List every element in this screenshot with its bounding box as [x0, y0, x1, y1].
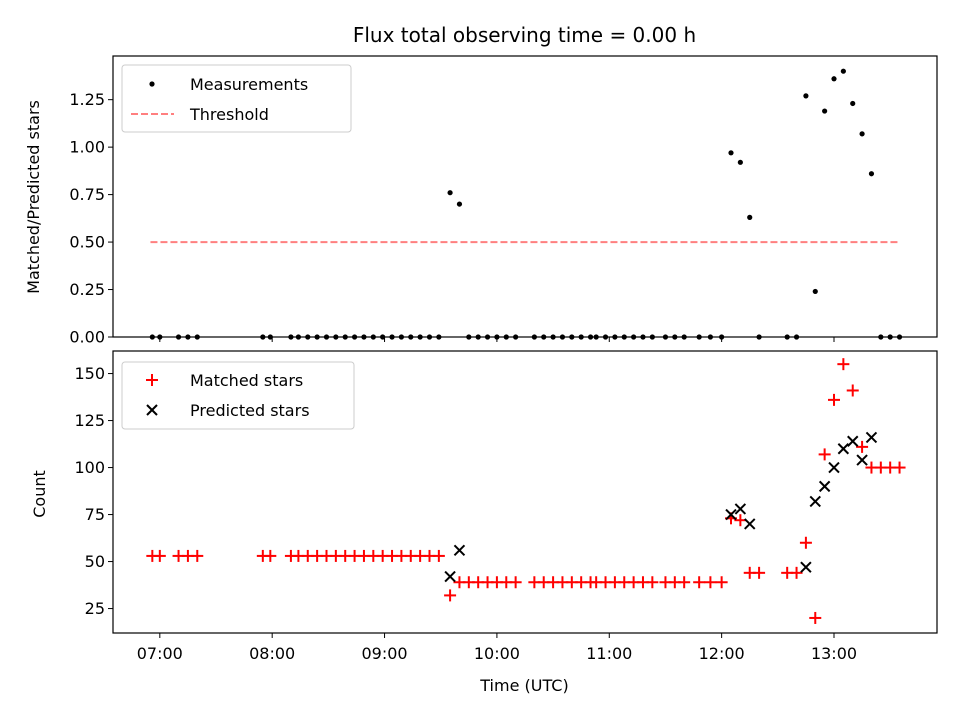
measurement-point — [859, 131, 865, 137]
predicted-star-point — [828, 461, 840, 474]
matched-star-point — [646, 576, 659, 589]
chart-title: Flux total observing time = 0.00 h — [353, 23, 696, 47]
matched-star-point — [846, 384, 859, 397]
bottom-ytick-label: 25 — [85, 599, 105, 618]
matched-star-point — [153, 549, 166, 562]
measurement-point — [456, 201, 463, 207]
top-ytick-label: 1.00 — [69, 138, 105, 157]
predicted-star-point — [725, 508, 737, 521]
measurement-point — [737, 159, 743, 165]
matched-star-point — [893, 461, 906, 474]
predicted-star-point — [800, 561, 812, 573]
top-ytick-label: 1.25 — [69, 90, 105, 109]
matched-star-point — [264, 549, 277, 562]
measurement-point — [803, 93, 809, 99]
predicted-star-point — [856, 454, 868, 466]
legend-label-matched-stars: Matched stars — [190, 371, 303, 390]
matched-star-point — [678, 576, 691, 589]
measurement-point — [840, 68, 846, 74]
bottom-ytick-label: 50 — [85, 552, 105, 571]
bottom-xtick-label: 11:00 — [586, 644, 632, 663]
matched-star-point — [704, 576, 717, 589]
bottom-y-axis-label: Count — [30, 470, 49, 518]
matched-star-point — [856, 440, 869, 453]
bottom-axes: 25 50 75 100 125 150 07:00 08:00 09:00 10:00 11:00… — [74, 350, 938, 663]
matched-star-point — [432, 549, 445, 562]
bottom-ytick-label: 100 — [74, 458, 105, 477]
top-y-axis-label: Matched/Predicted stars — [24, 100, 43, 294]
bottom-xtick-label: 07:00 — [137, 644, 183, 663]
measurement-point — [868, 171, 875, 177]
bottom-xtick-label: 08:00 — [249, 644, 295, 663]
bottom-ytick-label: 125 — [74, 411, 105, 430]
bottom-legend: Matched stars Predicted stars — [121, 361, 355, 430]
legend-marker-measurements — [149, 81, 155, 87]
legend-label-measurements: Measurements — [190, 75, 308, 94]
legend-label-threshold: Threshold — [189, 105, 269, 124]
predicted-star-point — [818, 480, 831, 493]
measurement-point — [747, 214, 753, 220]
legend-marker-matched-stars — [146, 374, 158, 386]
legend-label-predicted-stars: Predicted stars — [190, 401, 310, 420]
matched-star-point — [837, 358, 850, 371]
matched-star-point — [753, 566, 766, 579]
predicted-star-point — [444, 570, 456, 583]
matched-star-point — [509, 576, 522, 589]
matched-star-point — [734, 514, 747, 527]
bottom-legend-frame — [121, 361, 355, 430]
top-legend: Measurements Threshold — [121, 64, 352, 133]
matched-star-point — [444, 589, 457, 602]
matched-star-point — [828, 393, 840, 406]
predicted-star-point — [453, 544, 466, 556]
top-legend-frame — [121, 64, 352, 133]
legend-marker-predicted-stars — [146, 404, 158, 416]
predicted-star-point — [865, 431, 878, 444]
top-ytick-label: 0.75 — [69, 185, 105, 204]
top-axes: 0.00 0.25 0.50 0.75 1.00 1.25 — [69, 55, 938, 347]
measurement-point — [728, 150, 734, 156]
matched-star-point — [799, 536, 812, 549]
matched-star-point — [693, 576, 706, 589]
bottom-ytick-label: 75 — [85, 505, 105, 524]
bottom-plot-frame — [112, 350, 938, 634]
predicted-star-point — [847, 435, 859, 447]
bottom-xtick-label: 12:00 — [699, 644, 745, 663]
bottom-ytick-label: 150 — [74, 364, 105, 383]
x-axis-label: Time (UTC) — [479, 676, 568, 695]
matched-star-point — [809, 611, 822, 624]
top-ytick-label: 0.50 — [69, 233, 105, 252]
measurement-point — [812, 288, 818, 295]
bottom-xtick-label: 10:00 — [474, 644, 520, 663]
measurement-point — [850, 100, 856, 107]
matched-star-point — [790, 566, 803, 579]
measurement-point — [447, 190, 453, 196]
matched-star-point — [715, 576, 728, 589]
predicted-star-point — [734, 503, 747, 515]
matched-star-point — [818, 448, 831, 461]
measurement-point — [831, 76, 837, 82]
bottom-xtick-label: 13:00 — [811, 644, 857, 663]
predicted-star-point — [837, 443, 850, 455]
predicted-star-point — [744, 518, 756, 530]
predicted-star-point — [809, 495, 821, 508]
top-ytick-label: 0.00 — [69, 328, 105, 347]
measurement-point — [822, 108, 828, 114]
bottom-xtick-label: 09:00 — [361, 644, 407, 663]
top-ytick-label: 0.25 — [69, 280, 105, 299]
matched-star-point — [191, 549, 204, 562]
top-plot-frame — [112, 55, 938, 338]
